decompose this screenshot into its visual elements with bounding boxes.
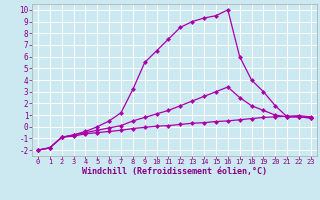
X-axis label: Windchill (Refroidissement éolien,°C): Windchill (Refroidissement éolien,°C) (82, 167, 267, 176)
